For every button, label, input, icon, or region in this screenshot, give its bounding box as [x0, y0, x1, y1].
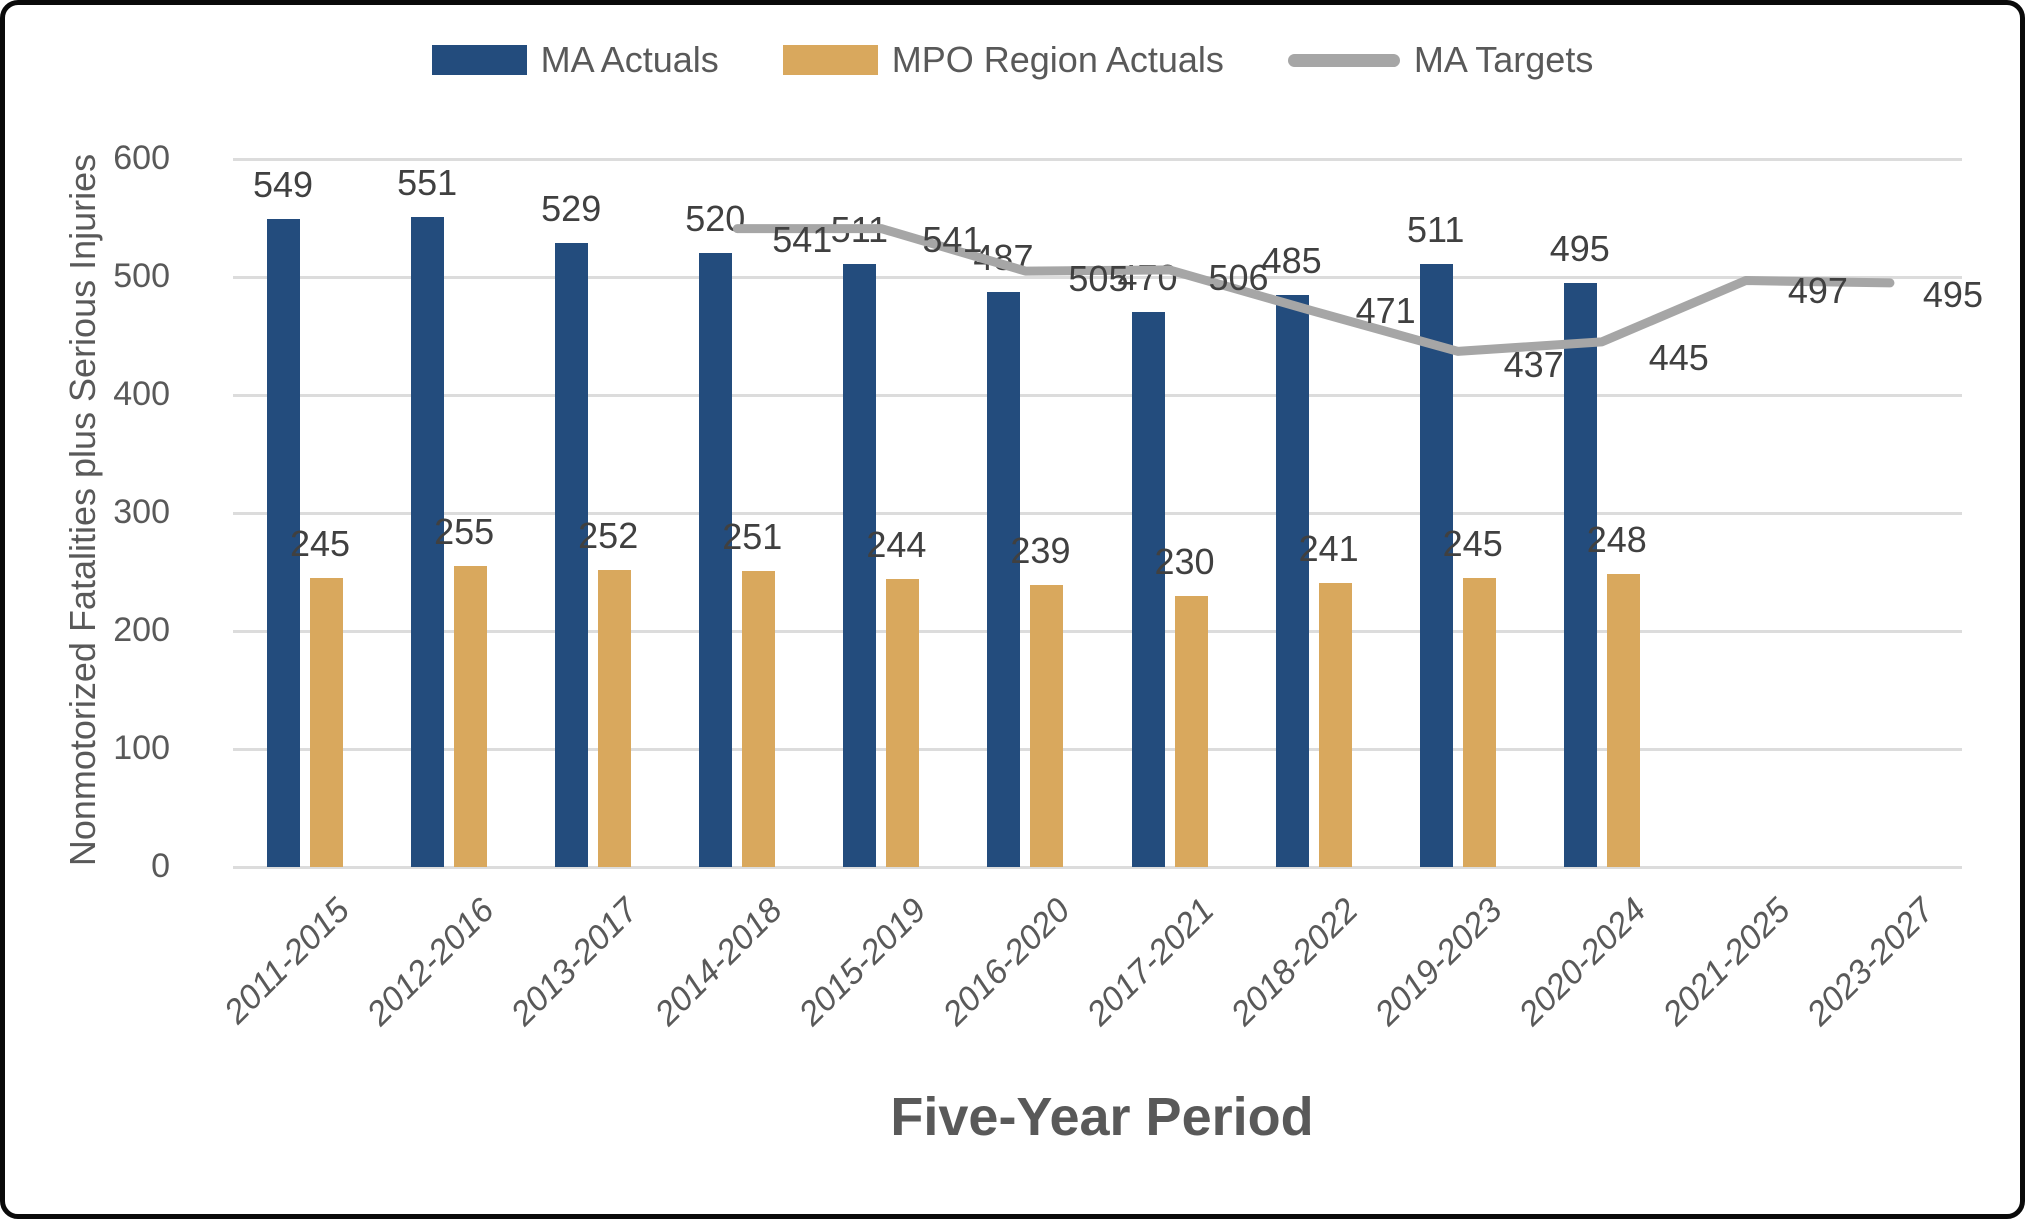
- legend-label-mpo-region-actuals: MPO Region Actuals: [891, 39, 1224, 80]
- chart-legend: MA Actuals MPO Region Actuals MA Targets: [5, 39, 2020, 81]
- gridline-400: [233, 394, 1962, 397]
- legend-item-mpo-region-actuals: MPO Region Actuals: [782, 39, 1224, 81]
- target-label-497: 497: [1787, 269, 1848, 311]
- bar-label-mpo-region-actuals-2017-2021: 230: [1154, 540, 1215, 582]
- y-tick-label-500: 500: [113, 257, 170, 295]
- target-label-541: 541: [922, 218, 983, 260]
- gridline-500: [233, 276, 1962, 279]
- ma-targets-line-swatch-icon: [1287, 53, 1400, 67]
- bar-label-mpo-region-actuals-2011-2015: 245: [289, 522, 351, 564]
- target-label-505: 505: [1068, 258, 1129, 300]
- bar-label-mpo-region-actuals-2019-2023: 245: [1442, 522, 1503, 564]
- bar-mpo-region-actuals-2014-2018: [742, 570, 776, 867]
- y-tick-label-300: 300: [113, 493, 170, 531]
- gridline-200: [233, 630, 1962, 633]
- target-label-445: 445: [1648, 336, 1709, 378]
- gridline-100: [233, 748, 1962, 751]
- bar-label-mpo-region-actuals-2015-2019: 244: [866, 524, 927, 566]
- bar-label-ma-actuals-2017-2021: 470: [1117, 257, 1178, 299]
- y-tick-label-100: 100: [113, 729, 170, 767]
- mpo-region-actuals-swatch-icon: [782, 45, 878, 75]
- bar-ma-actuals-2019-2023: [1419, 264, 1453, 867]
- bar-ma-actuals-2013-2017: [555, 242, 589, 867]
- bar-mpo-region-actuals-2020-2024: [1606, 574, 1640, 867]
- bar-label-ma-actuals-2013-2017: 529: [541, 187, 602, 229]
- bar-mpo-region-actuals-2013-2017: [598, 569, 632, 867]
- bar-ma-actuals-2020-2024: [1563, 282, 1597, 867]
- bar-label-mpo-region-actuals-2012-2016: 255: [434, 511, 495, 553]
- bar-ma-actuals-2016-2020: [987, 292, 1021, 867]
- bar-label-ma-actuals-2019-2023: 511: [1407, 209, 1465, 251]
- legend-item-ma-targets: MA Targets: [1287, 39, 1594, 81]
- bar-label-mpo-region-actuals-2013-2017: 252: [578, 514, 639, 556]
- y-tick-label-0: 0: [151, 847, 170, 885]
- ma-actuals-swatch-icon: [431, 45, 527, 75]
- bar-label-mpo-region-actuals-2020-2024: 248: [1586, 519, 1647, 561]
- y-tick-label-200: 200: [113, 611, 170, 649]
- bar-ma-actuals-2015-2019: [843, 264, 877, 867]
- bar-mpo-region-actuals-2019-2023: [1462, 577, 1496, 867]
- target-label-506: 506: [1208, 256, 1269, 298]
- legend-item-ma-actuals: MA Actuals: [431, 39, 719, 81]
- target-label-541: 541: [772, 218, 833, 260]
- y-tick-label-600: 600: [113, 139, 170, 177]
- bar-label-ma-actuals-2011-2015: 549: [252, 164, 314, 206]
- bar-label-mpo-region-actuals-2016-2020: 239: [1010, 529, 1071, 571]
- bar-mpo-region-actuals-2012-2016: [454, 566, 488, 867]
- bar-label-mpo-region-actuals-2018-2022: 241: [1298, 527, 1359, 569]
- gridline-0: [233, 866, 1962, 869]
- bar-label-ma-actuals-2012-2016: 551: [397, 161, 458, 203]
- bar-mpo-region-actuals-2017-2021: [1174, 595, 1208, 867]
- bar-mpo-region-actuals-2015-2019: [886, 579, 920, 867]
- bar-ma-actuals-2017-2021: [1131, 312, 1165, 867]
- bar-mpo-region-actuals-2011-2015: [310, 577, 344, 867]
- ma-targets-polyline: [732, 224, 1895, 356]
- bar-ma-actuals-2012-2016: [411, 216, 445, 867]
- bar-label-ma-actuals-2018-2022: 485: [1261, 239, 1322, 281]
- bar-label-ma-actuals-2020-2024: 495: [1549, 227, 1610, 269]
- target-label-471: 471: [1355, 290, 1416, 332]
- gridline-300: [233, 512, 1962, 515]
- bar-mpo-region-actuals-2016-2020: [1030, 584, 1064, 867]
- target-label-437: 437: [1503, 344, 1564, 386]
- x-axis-title: Five-Year Period: [890, 1087, 1314, 1147]
- target-label-495: 495: [1922, 273, 1983, 315]
- bar-mpo-region-actuals-2018-2022: [1318, 582, 1352, 867]
- y-tick-label-400: 400: [113, 375, 170, 413]
- gridline-600: [233, 158, 1962, 161]
- bar-ma-actuals-2014-2018: [699, 253, 733, 867]
- bar-label-mpo-region-actuals-2014-2018: 251: [722, 515, 783, 557]
- legend-label-ma-actuals: MA Actuals: [540, 39, 719, 80]
- bar-ma-actuals-2018-2022: [1275, 294, 1309, 867]
- ma-targets-line: [732, 224, 1895, 356]
- legend-label-ma-targets: MA Targets: [1413, 39, 1594, 80]
- bar-ma-actuals-2011-2015: [267, 219, 301, 867]
